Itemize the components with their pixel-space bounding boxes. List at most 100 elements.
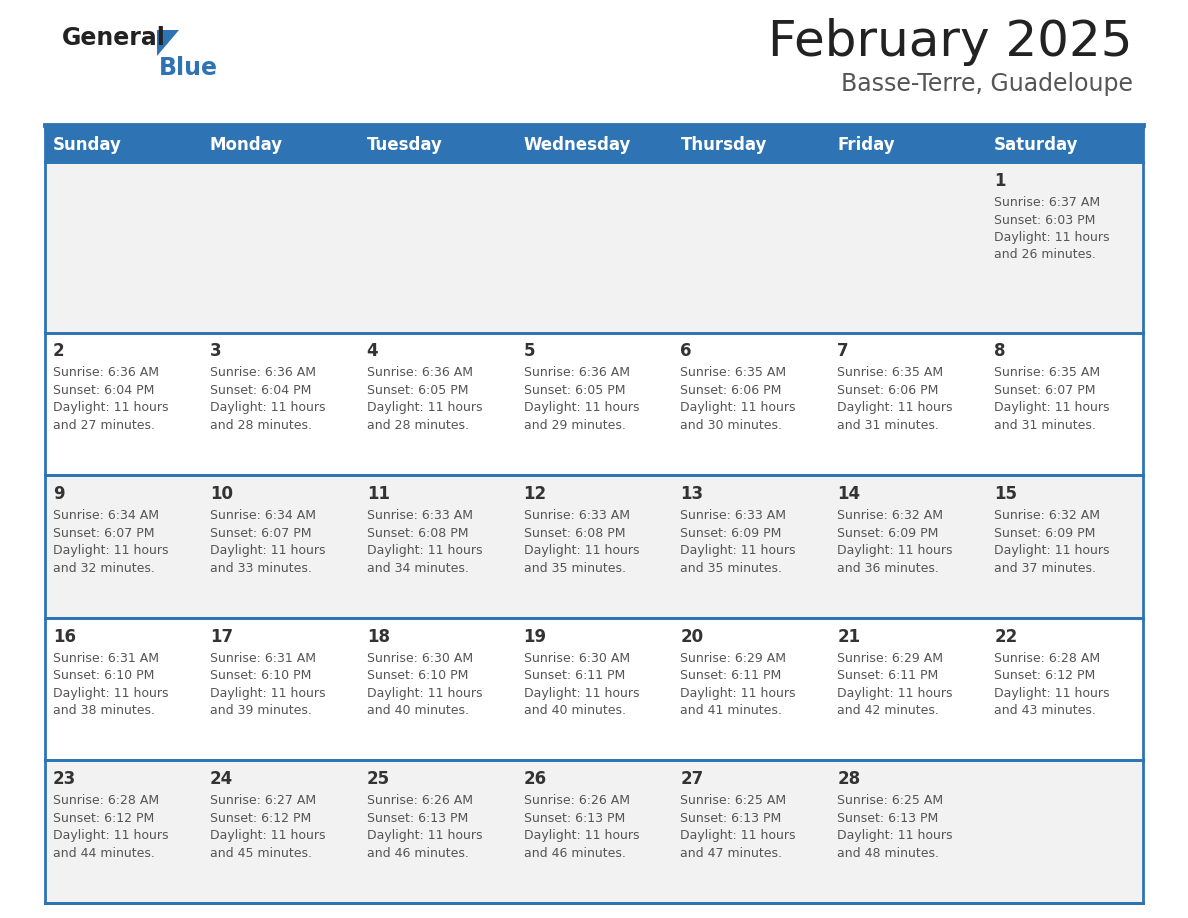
Text: and 38 minutes.: and 38 minutes. xyxy=(53,704,154,717)
Text: 20: 20 xyxy=(681,628,703,645)
Text: and 36 minutes.: and 36 minutes. xyxy=(838,562,940,575)
Text: Daylight: 11 hours: Daylight: 11 hours xyxy=(681,544,796,557)
Text: and 31 minutes.: and 31 minutes. xyxy=(838,419,940,432)
Text: Sunset: 6:09 PM: Sunset: 6:09 PM xyxy=(838,527,939,540)
Text: Sunrise: 6:32 AM: Sunrise: 6:32 AM xyxy=(838,509,943,522)
Text: and 28 minutes.: and 28 minutes. xyxy=(367,419,469,432)
Text: 2: 2 xyxy=(53,342,64,361)
Text: Friday: Friday xyxy=(838,136,895,154)
Text: Sunset: 6:13 PM: Sunset: 6:13 PM xyxy=(838,812,939,825)
Text: Daylight: 11 hours: Daylight: 11 hours xyxy=(524,687,639,700)
Text: and 40 minutes.: and 40 minutes. xyxy=(524,704,626,717)
Text: Sunset: 6:10 PM: Sunset: 6:10 PM xyxy=(367,669,468,682)
Text: and 26 minutes.: and 26 minutes. xyxy=(994,249,1097,262)
Text: Sunrise: 6:27 AM: Sunrise: 6:27 AM xyxy=(210,794,316,807)
Text: Sunset: 6:13 PM: Sunset: 6:13 PM xyxy=(681,812,782,825)
Text: Sunset: 6:11 PM: Sunset: 6:11 PM xyxy=(524,669,625,682)
Text: Daylight: 11 hours: Daylight: 11 hours xyxy=(210,544,326,557)
Text: 6: 6 xyxy=(681,342,691,361)
Text: and 28 minutes.: and 28 minutes. xyxy=(210,419,312,432)
Text: Daylight: 11 hours: Daylight: 11 hours xyxy=(838,829,953,843)
Text: 8: 8 xyxy=(994,342,1006,361)
Bar xyxy=(45,332,1143,476)
Text: Sunrise: 6:29 AM: Sunrise: 6:29 AM xyxy=(838,652,943,665)
Bar xyxy=(45,128,1143,162)
Text: Sunrise: 6:35 AM: Sunrise: 6:35 AM xyxy=(681,366,786,379)
Text: Sunset: 6:05 PM: Sunset: 6:05 PM xyxy=(524,384,625,397)
Text: Daylight: 11 hours: Daylight: 11 hours xyxy=(53,829,169,843)
Text: Daylight: 11 hours: Daylight: 11 hours xyxy=(994,544,1110,557)
Text: and 34 minutes.: and 34 minutes. xyxy=(367,562,468,575)
Text: Sunset: 6:12 PM: Sunset: 6:12 PM xyxy=(210,812,311,825)
Text: 28: 28 xyxy=(838,770,860,789)
Text: and 43 minutes.: and 43 minutes. xyxy=(994,704,1097,717)
Text: Sunrise: 6:35 AM: Sunrise: 6:35 AM xyxy=(994,366,1100,379)
Text: Sunset: 6:03 PM: Sunset: 6:03 PM xyxy=(994,214,1095,227)
Text: 1: 1 xyxy=(994,172,1006,190)
Text: and 33 minutes.: and 33 minutes. xyxy=(210,562,311,575)
Text: Saturday: Saturday xyxy=(994,136,1079,154)
Text: Daylight: 11 hours: Daylight: 11 hours xyxy=(210,401,326,415)
Text: Daylight: 11 hours: Daylight: 11 hours xyxy=(367,401,482,415)
Text: Daylight: 11 hours: Daylight: 11 hours xyxy=(681,687,796,700)
Text: Sunset: 6:12 PM: Sunset: 6:12 PM xyxy=(53,812,154,825)
Text: 24: 24 xyxy=(210,770,233,789)
Text: and 45 minutes.: and 45 minutes. xyxy=(210,847,312,860)
Text: 17: 17 xyxy=(210,628,233,645)
Text: Sunrise: 6:36 AM: Sunrise: 6:36 AM xyxy=(210,366,316,379)
Text: Daylight: 11 hours: Daylight: 11 hours xyxy=(524,829,639,843)
Text: Sunset: 6:08 PM: Sunset: 6:08 PM xyxy=(524,527,625,540)
Text: Sunday: Sunday xyxy=(53,136,122,154)
Text: 7: 7 xyxy=(838,342,849,361)
Text: Sunset: 6:10 PM: Sunset: 6:10 PM xyxy=(210,669,311,682)
Text: and 47 minutes.: and 47 minutes. xyxy=(681,847,783,860)
Text: Sunrise: 6:32 AM: Sunrise: 6:32 AM xyxy=(994,509,1100,522)
Text: Sunset: 6:05 PM: Sunset: 6:05 PM xyxy=(367,384,468,397)
Text: Sunset: 6:10 PM: Sunset: 6:10 PM xyxy=(53,669,154,682)
Text: Daylight: 11 hours: Daylight: 11 hours xyxy=(53,544,169,557)
Bar xyxy=(45,618,1143,760)
Text: 22: 22 xyxy=(994,628,1017,645)
Text: 23: 23 xyxy=(53,770,76,789)
Text: Daylight: 11 hours: Daylight: 11 hours xyxy=(367,544,482,557)
Text: 25: 25 xyxy=(367,770,390,789)
Text: and 31 minutes.: and 31 minutes. xyxy=(994,419,1097,432)
Text: Sunrise: 6:33 AM: Sunrise: 6:33 AM xyxy=(681,509,786,522)
Text: Daylight: 11 hours: Daylight: 11 hours xyxy=(681,829,796,843)
Text: 13: 13 xyxy=(681,485,703,503)
Text: Blue: Blue xyxy=(159,56,219,80)
Polygon shape xyxy=(157,30,179,56)
Text: Sunset: 6:13 PM: Sunset: 6:13 PM xyxy=(367,812,468,825)
Text: General: General xyxy=(62,26,166,50)
Text: Sunset: 6:08 PM: Sunset: 6:08 PM xyxy=(367,527,468,540)
Text: and 39 minutes.: and 39 minutes. xyxy=(210,704,311,717)
Text: Sunrise: 6:36 AM: Sunrise: 6:36 AM xyxy=(53,366,159,379)
Text: 3: 3 xyxy=(210,342,221,361)
Text: Daylight: 11 hours: Daylight: 11 hours xyxy=(367,829,482,843)
Text: and 27 minutes.: and 27 minutes. xyxy=(53,419,154,432)
Text: 16: 16 xyxy=(53,628,76,645)
Text: Sunrise: 6:28 AM: Sunrise: 6:28 AM xyxy=(994,652,1100,665)
Text: Sunrise: 6:36 AM: Sunrise: 6:36 AM xyxy=(524,366,630,379)
Text: Sunrise: 6:30 AM: Sunrise: 6:30 AM xyxy=(367,652,473,665)
Text: Sunset: 6:09 PM: Sunset: 6:09 PM xyxy=(994,527,1095,540)
Text: and 44 minutes.: and 44 minutes. xyxy=(53,847,154,860)
Text: and 30 minutes.: and 30 minutes. xyxy=(681,419,783,432)
Text: Daylight: 11 hours: Daylight: 11 hours xyxy=(524,401,639,415)
Text: Sunrise: 6:26 AM: Sunrise: 6:26 AM xyxy=(524,794,630,807)
Bar xyxy=(45,162,1143,332)
Text: Sunrise: 6:37 AM: Sunrise: 6:37 AM xyxy=(994,196,1100,209)
Text: Daylight: 11 hours: Daylight: 11 hours xyxy=(994,231,1110,244)
Text: Sunrise: 6:28 AM: Sunrise: 6:28 AM xyxy=(53,794,159,807)
Text: and 48 minutes.: and 48 minutes. xyxy=(838,847,940,860)
Text: Daylight: 11 hours: Daylight: 11 hours xyxy=(53,687,169,700)
Text: and 41 minutes.: and 41 minutes. xyxy=(681,704,783,717)
Text: Daylight: 11 hours: Daylight: 11 hours xyxy=(838,544,953,557)
Text: 26: 26 xyxy=(524,770,546,789)
Text: Sunrise: 6:31 AM: Sunrise: 6:31 AM xyxy=(210,652,316,665)
Text: Sunrise: 6:35 AM: Sunrise: 6:35 AM xyxy=(838,366,943,379)
Text: and 35 minutes.: and 35 minutes. xyxy=(681,562,783,575)
Bar xyxy=(45,476,1143,618)
Text: Daylight: 11 hours: Daylight: 11 hours xyxy=(994,401,1110,415)
Text: Sunset: 6:13 PM: Sunset: 6:13 PM xyxy=(524,812,625,825)
